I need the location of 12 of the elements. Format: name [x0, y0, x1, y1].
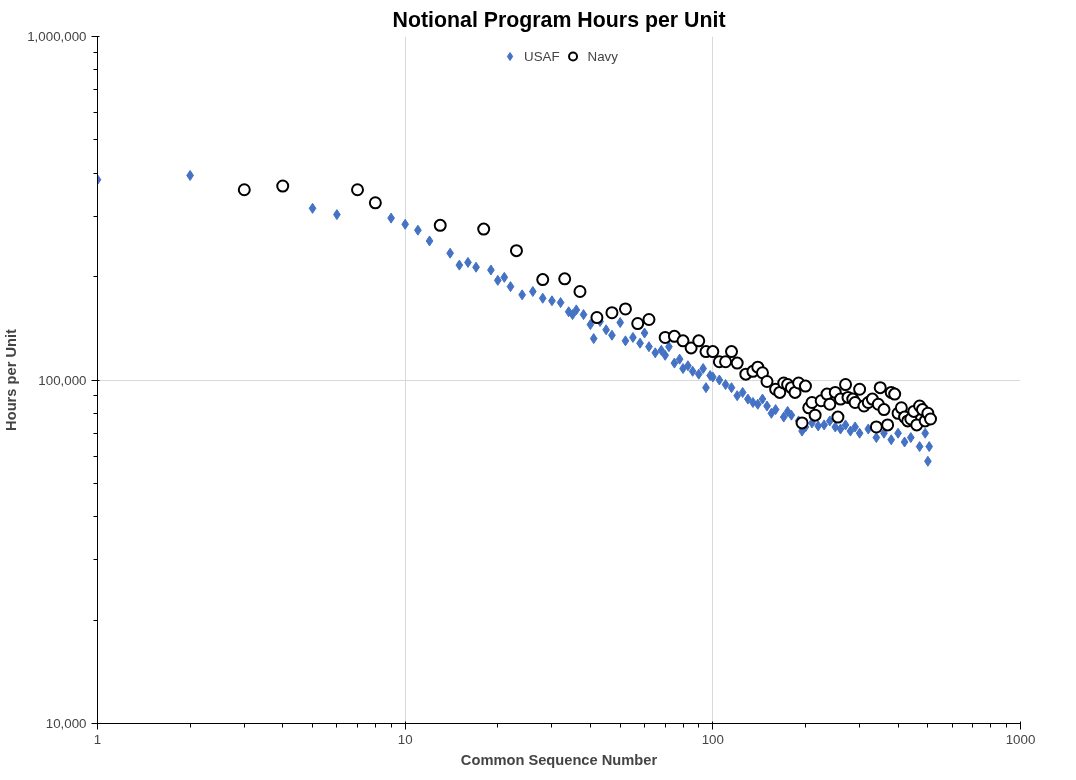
x-tick-label: 1000 — [1005, 731, 1036, 747]
x-tick-label: 10 — [397, 731, 413, 747]
x-axis-title: Common Sequence Number — [460, 751, 658, 768]
legend-label: USAF — [524, 48, 560, 64]
x-tick-label: 100 — [701, 731, 724, 747]
y-tick-label: 100,000 — [38, 372, 87, 388]
x-tick-label: 1 — [93, 731, 102, 747]
chart-title: Notional Program Hours per Unit — [392, 7, 726, 32]
y-axis-title: Hours per Unit — [3, 328, 20, 431]
y-tick-label: 1,000,000 — [27, 29, 87, 44]
y-tick-label: 10,000 — [45, 716, 87, 731]
legend-label: Navy — [587, 48, 618, 64]
